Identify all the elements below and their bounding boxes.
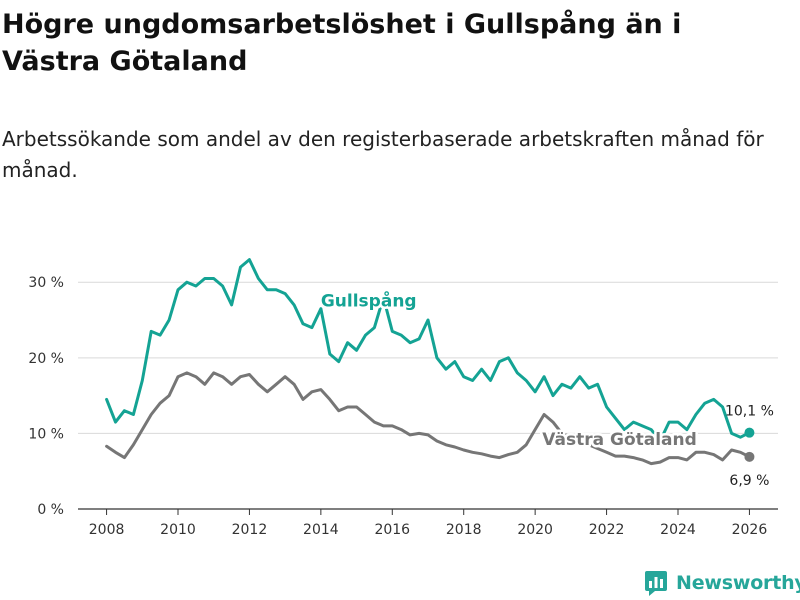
series-line-vastra-gotaland [105,371,751,466]
brand-name: Newsworthy [676,572,800,594]
series-end-label: 10,1 % [725,404,774,420]
chart-title: Högre ungdomsarbetslöshet i Gullspång än… [2,9,682,77]
y-tick-label: 20 % [28,351,64,367]
x-tick-label: 2020 [517,522,553,538]
y-tick-label: 30 % [28,275,64,291]
x-tick-label: 2018 [446,522,482,538]
y-tick-label: 10 % [28,426,64,442]
series-end-point [744,451,755,462]
series-annotation: Gullspång [321,289,417,311]
brand-logo-icon [645,571,667,596]
series-line-gullspang [105,258,751,443]
series-end-label: 6,9 % [729,473,769,489]
brand: Newsworthy [644,568,800,598]
y-tick-label: 0 % [37,502,64,518]
x-tick-label: 2016 [374,522,410,538]
chart-subtitle: Arbetssökande som andel av den registerb… [2,127,764,182]
x-tick-label: 2024 [660,522,696,538]
x-tick-label: 2026 [732,522,768,538]
x-tick-label: 2010 [160,522,196,538]
x-tick-label: 2008 [89,522,125,538]
x-tick-label: 2012 [232,522,268,538]
x-tick-label: 2014 [303,522,339,538]
x-tick-label: 2022 [589,522,625,538]
series-end-point [744,427,755,438]
series-annotation: Västra Götaland [542,430,697,450]
